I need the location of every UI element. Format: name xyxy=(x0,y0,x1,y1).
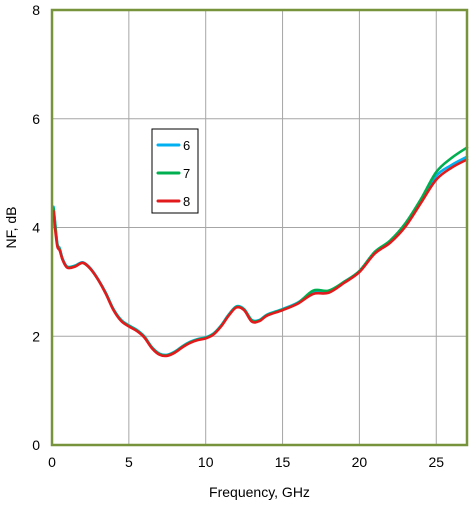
x-axis-title: Frequency, GHz xyxy=(209,484,310,500)
legend-label-8: 8 xyxy=(183,194,190,209)
legend-box xyxy=(151,128,199,214)
series-line-6 xyxy=(52,155,469,357)
y-tick-label-2: 2 xyxy=(32,328,40,344)
x-tick-label-0: 0 xyxy=(48,454,56,470)
x-tick-label-25: 25 xyxy=(428,454,444,470)
x-tick-label-15: 15 xyxy=(275,454,291,470)
y-tick-label-6: 6 xyxy=(32,111,40,127)
grid-layer xyxy=(52,10,467,445)
y-tick-label-0: 0 xyxy=(32,437,40,453)
x-tick-label-10: 10 xyxy=(198,454,214,470)
plot-area-border xyxy=(50,8,469,447)
legend-label-6: 6 xyxy=(183,138,190,153)
tick-label-layer: 0 5 10 15 20 25 0 2 4 6 8 xyxy=(32,2,444,470)
legend-label-7: 7 xyxy=(183,166,190,181)
x-tick-label-20: 20 xyxy=(352,454,368,470)
x-tick-label-5: 5 xyxy=(125,454,133,470)
y-axis-title: NF, dB xyxy=(3,206,19,248)
legend: 6 7 8 xyxy=(151,128,199,214)
y-tick-label-4: 4 xyxy=(32,220,40,236)
legend-items: 6 7 8 xyxy=(156,138,190,209)
series-line-8 xyxy=(52,158,469,358)
y-tick-label-8: 8 xyxy=(32,2,40,18)
series-layer xyxy=(52,146,469,358)
series-line-7 xyxy=(52,146,469,357)
